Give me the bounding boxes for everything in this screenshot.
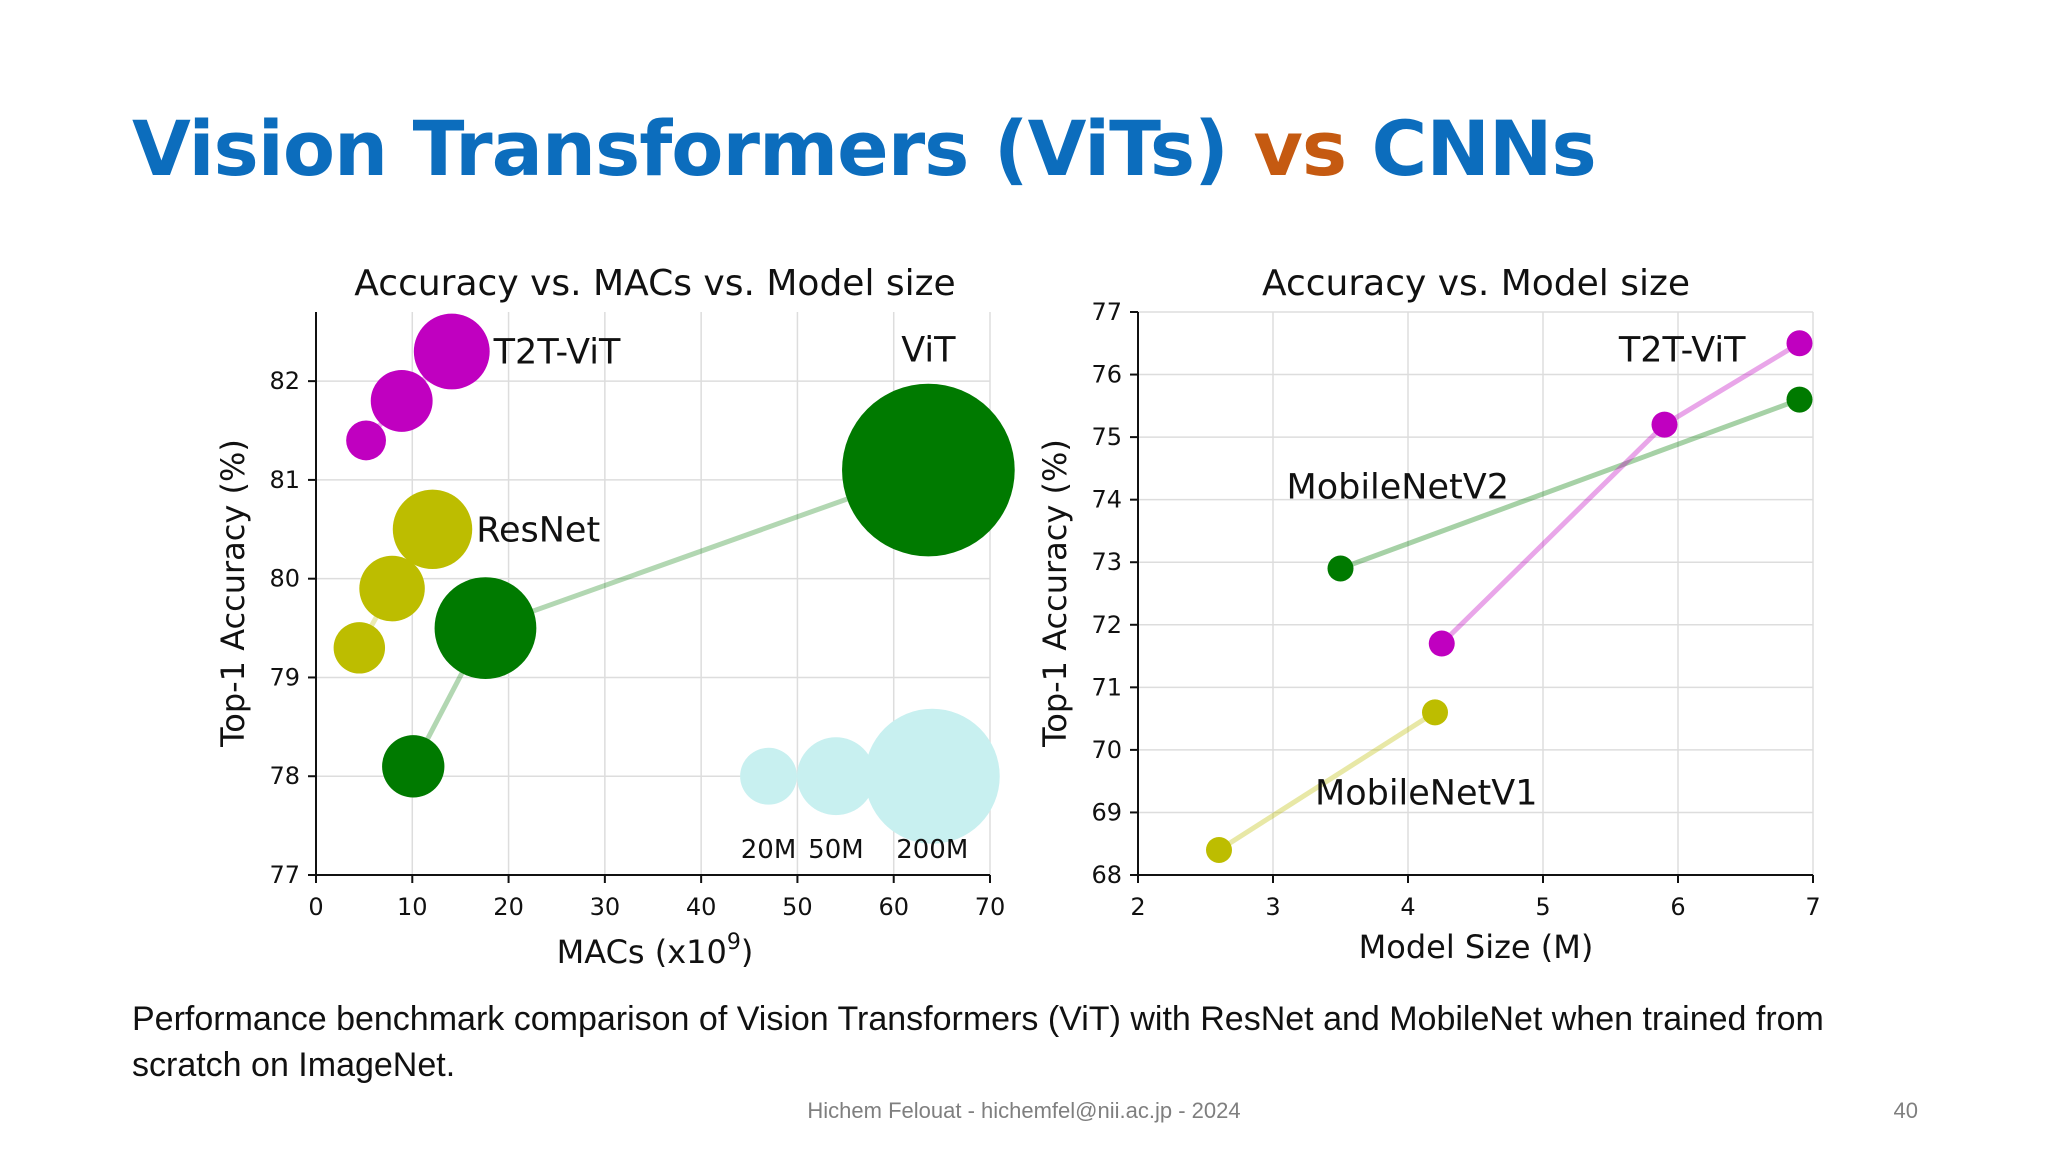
y-tick-label: 77 [269, 861, 300, 889]
data-point [842, 383, 1015, 557]
size-legend-label: 50M [808, 835, 864, 865]
slide-caption: Performance benchmark comparison of Visi… [132, 1000, 1824, 1084]
series-label: T2T-ViT [493, 333, 621, 373]
data-point [392, 489, 473, 570]
data-point [370, 369, 433, 432]
x-axis-label: MACs (x109) [557, 930, 754, 971]
size-legend-circle [740, 747, 797, 805]
y-tick-label: 80 [269, 565, 300, 593]
size-legend-label: 200M [896, 835, 968, 865]
y-tick-label: 81 [269, 466, 300, 494]
y-axis-label: Top-1 Accuracy (%) [214, 439, 252, 748]
x-tick-label: 50 [782, 893, 813, 921]
x-tick-label: 10 [397, 893, 428, 921]
x-tick-label: 70 [975, 893, 1006, 921]
x-tick-label: 0 [308, 893, 323, 921]
chart-accuracy-macs-size: Accuracy vs. MACs vs. Model size T2T-ViT… [214, 263, 1015, 971]
page-number: 40 [1893, 1098, 1918, 1123]
slide-title: Vision Transformers (ViTs) vs CNNs [132, 104, 1597, 193]
data-point [382, 735, 445, 798]
data-point [413, 313, 490, 390]
data-point [359, 555, 425, 622]
data-point [346, 420, 386, 461]
x-tick-label: 30 [590, 893, 621, 921]
title-part-vs: vs [1253, 104, 1347, 193]
series-label: ViT [901, 331, 956, 371]
x-tick-label: 20 [493, 893, 524, 921]
title-part-cnns: CNNs [1346, 104, 1597, 193]
title-part-main: Vision Transformers (ViTs) [132, 104, 1254, 193]
size-legend-label: 20M [741, 835, 797, 865]
x-tick-label: 60 [878, 893, 909, 921]
data-point [434, 577, 537, 679]
footer-author: Hichem Felouat - hichemfel@nii.ac.jp - 2… [807, 1098, 1241, 1123]
series-label: ResNet [476, 510, 600, 550]
y-tick-label: 82 [269, 367, 300, 395]
x-tick-label: 40 [686, 893, 717, 921]
chart-title: Accuracy vs. MACs vs. Model size [354, 263, 955, 304]
size-legend-circle [797, 737, 875, 816]
y-tick-label: 78 [269, 762, 300, 790]
y-tick-label: 79 [269, 663, 300, 691]
size-legend-circle [864, 708, 1000, 844]
data-point [333, 622, 386, 674]
